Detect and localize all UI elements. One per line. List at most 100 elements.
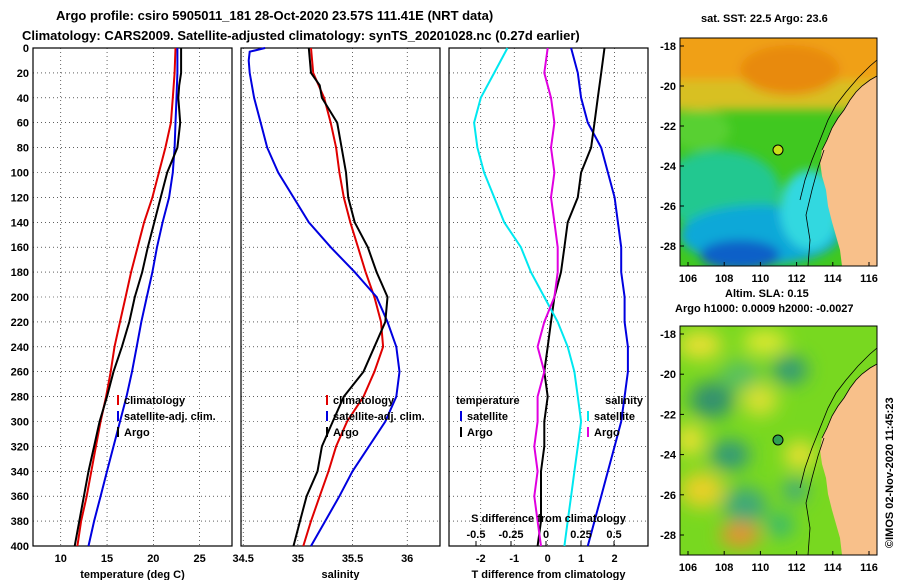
map-y-tick-label: -18 <box>660 329 676 341</box>
map-x-tick-label: 112 <box>788 273 806 285</box>
diff-legend-temperature-label: satellite <box>467 411 508 423</box>
depth-tick-label: 40 <box>17 93 29 105</box>
map-x-tick-label: 114 <box>824 562 843 574</box>
map-y-tick-label: -28 <box>660 530 676 542</box>
sst-map: sat. SST: 22.5 Argo: 23.6 <box>660 13 878 285</box>
depth-tick-label: 100 <box>11 168 29 180</box>
sla-shelf-contour <box>799 347 877 489</box>
temperature-frame <box>32 47 233 547</box>
diff-legend-salinity-title: salinity <box>605 395 644 407</box>
depth-tick-label: 160 <box>11 242 29 254</box>
diff-s-tick-label: 0 <box>543 529 549 541</box>
sla-deep-contour <box>805 437 825 555</box>
temperature-x-axis-label: temperature (deg C) <box>80 569 185 580</box>
salinity-legend-label: Argo <box>333 427 359 439</box>
temperature-legend-label: satellite-adj. clim. <box>124 411 216 423</box>
difference-profile-chart: -2 -1 0 1 2 T difference from climatology temp… <box>448 47 649 580</box>
temperature-legend-label: climatology <box>124 395 186 407</box>
depth-tick-label: 300 <box>11 417 29 429</box>
temperature-x-tick-label: 10 <box>55 553 67 565</box>
sst-map-frame <box>679 37 878 267</box>
depth-tick-label: 20 <box>17 68 29 80</box>
differences-x-tick-label: 2 <box>611 553 617 565</box>
depth-tick-label: 220 <box>11 317 29 329</box>
map-x-tick-label: 112 <box>788 562 806 574</box>
sla-map-frame <box>679 325 878 556</box>
diff-s-tick-label: -0.25 <box>498 529 523 541</box>
map-y-tick-label: -28 <box>660 241 676 253</box>
map-x-tick-label: 116 <box>860 273 878 285</box>
differences-x-tick-label: -1 <box>509 553 519 565</box>
sla-map: Altim. SLA: 0.15 Argo h1000: 0.0009 h200… <box>660 288 878 574</box>
map-x-tick-label: 106 <box>679 562 697 574</box>
sst-map-title: sat. SST: 22.5 Argo: 23.6 <box>701 13 828 25</box>
map-x-tick-label: 110 <box>752 562 770 574</box>
salinity-x-tick-label: 35.5 <box>342 553 363 565</box>
depth-tick-label: 260 <box>11 367 29 379</box>
depth-tick-label: 280 <box>11 392 29 404</box>
salinity-legend-label: climatology <box>333 395 395 407</box>
sst-argo-marker <box>772 144 784 156</box>
differences-series-salinity-argo <box>533 47 559 547</box>
sla-argo-marker <box>772 434 784 446</box>
diff-legend-salinity-label: Argo <box>594 427 620 439</box>
depth-tick-label: 140 <box>11 217 29 229</box>
temperature-x-tick-label: 20 <box>147 553 159 565</box>
differences-x-tick-label: 0 <box>545 553 551 565</box>
depth-tick-label: 360 <box>11 491 29 503</box>
map-x-tick-label: 106 <box>679 273 697 285</box>
temperature-x-tick-label: 15 <box>101 553 113 565</box>
depth-tick-label: 80 <box>17 143 29 155</box>
salinity-series-argo <box>292 47 389 547</box>
diff-s-axis-label: S difference from climatology <box>471 513 627 525</box>
differences-x-tick-label: -2 <box>476 553 486 565</box>
map-y-tick-label: -20 <box>660 81 676 93</box>
temperature-legend-label: Argo <box>124 427 150 439</box>
differences-x-tick-label: 1 <box>578 553 584 565</box>
temperature-profile-chart: 0 20 40 60 80 100 120 140 160 180 200 220 240 260 280 3… <box>11 43 233 580</box>
depth-tick-label: 400 <box>11 541 29 553</box>
depth-tick-label: 380 <box>11 516 29 528</box>
sst-deep-contour <box>805 149 825 266</box>
differences-frame <box>448 47 649 547</box>
sla-land-australia <box>820 364 877 555</box>
temperature-series-argo <box>73 48 183 547</box>
diff-legend-temperature-label: Argo <box>467 427 493 439</box>
salinity-profile-chart: 34.5 35 35.5 36 salinity climatology satellite… <box>232 47 441 580</box>
salinity-series-satellite-adj-clim- <box>247 47 401 547</box>
depth-tick-label: 0 <box>23 43 29 55</box>
depth-tick-label: 60 <box>17 118 29 130</box>
map-y-tick-label: -26 <box>660 201 676 213</box>
map-y-tick-label: -20 <box>660 369 676 381</box>
differences-series-salinity-satellite <box>473 47 583 547</box>
diff-s-tick-label: 0.5 <box>606 529 621 541</box>
temperature-series-satellite-adj-clim- <box>87 48 179 547</box>
sst-coastline <box>821 75 877 151</box>
map-y-tick-label: -18 <box>660 41 676 53</box>
sst-land-australia <box>820 76 877 266</box>
depth-tick-label: 340 <box>11 466 29 478</box>
differences-series-temperature-satellite <box>570 47 629 547</box>
diff-legend-temperature-title: temperature <box>456 395 520 407</box>
depth-tick-label: 120 <box>11 192 29 204</box>
temperature-series-climatology <box>76 47 177 547</box>
sst-shelf-contour <box>799 59 877 201</box>
salinity-legend-label: satellite-adj. clim. <box>333 411 425 423</box>
salinity-x-axis-label: salinity <box>322 569 361 580</box>
map-x-tick-label: 108 <box>715 273 733 285</box>
figure-title-line-2: Climatology: CARS2009. Satellite-adjuste… <box>22 28 580 43</box>
map-y-tick-label: -24 <box>660 450 677 462</box>
sla-map-title-line-2: Argo h1000: 0.0009 h2000: -0.0027 <box>675 303 854 315</box>
map-x-tick-label: 108 <box>715 562 733 574</box>
sla-coastline <box>821 363 877 439</box>
sla-map-field <box>680 326 877 555</box>
map-y-tick-label: -24 <box>660 161 677 173</box>
temperature-x-tick-label: 25 <box>193 553 205 565</box>
map-y-tick-label: -26 <box>660 490 676 502</box>
depth-tick-label: 180 <box>11 267 29 279</box>
diff-legend-salinity-label: satellite <box>594 411 635 423</box>
diff-s-tick-label: -0.5 <box>467 529 486 541</box>
diff-s-tick-label: 0.25 <box>570 529 591 541</box>
